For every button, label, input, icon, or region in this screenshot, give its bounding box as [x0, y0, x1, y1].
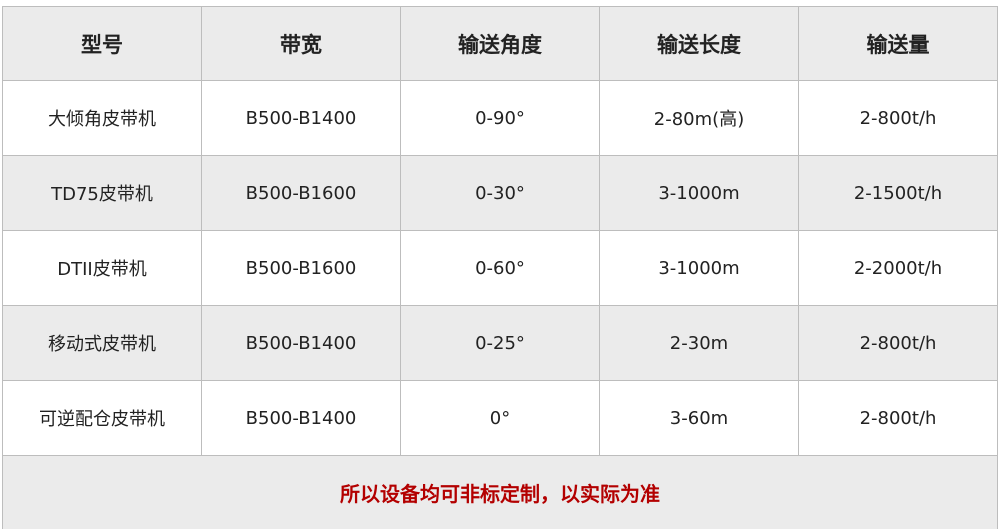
cell-model: TD75皮带机: [3, 156, 202, 231]
cell-length: 2-30m: [600, 306, 799, 381]
header-row: 型号 带宽 输送角度 输送长度 输送量: [3, 7, 998, 81]
customization-note: 所以设备均可非标定制，以实际为准: [3, 456, 998, 529]
cell-angle: 0-30°: [401, 156, 600, 231]
cell-belt-width: B500-B1600: [202, 231, 401, 306]
cell-length: 3-60m: [600, 381, 799, 456]
cell-length: 3-1000m: [600, 231, 799, 306]
cell-capacity: 2-800t/h: [799, 81, 998, 156]
cell-capacity: 2-800t/h: [799, 381, 998, 456]
cell-model: 可逆配仓皮带机: [3, 381, 202, 456]
cell-belt-width: B500-B1400: [202, 381, 401, 456]
cell-capacity: 2-1500t/h: [799, 156, 998, 231]
cell-length: 2-80m(高): [600, 81, 799, 156]
cell-model: 移动式皮带机: [3, 306, 202, 381]
cell-belt-width: B500-B1600: [202, 156, 401, 231]
cell-angle: 0°: [401, 381, 600, 456]
cell-capacity: 2-800t/h: [799, 306, 998, 381]
cell-belt-width: B500-B1400: [202, 306, 401, 381]
cell-angle: 0-25°: [401, 306, 600, 381]
header-length: 输送长度: [600, 7, 799, 81]
cell-length: 3-1000m: [600, 156, 799, 231]
header-belt-width: 带宽: [202, 7, 401, 81]
cell-model: DTII皮带机: [3, 231, 202, 306]
cell-capacity: 2-2000t/h: [799, 231, 998, 306]
cell-model: 大倾角皮带机: [3, 81, 202, 156]
header-capacity: 输送量: [799, 7, 998, 81]
header-model: 型号: [3, 7, 202, 81]
cell-angle: 0-60°: [401, 231, 600, 306]
cell-angle: 0-90°: [401, 81, 600, 156]
cell-belt-width: B500-B1400: [202, 81, 401, 156]
header-angle: 输送角度: [401, 7, 600, 81]
